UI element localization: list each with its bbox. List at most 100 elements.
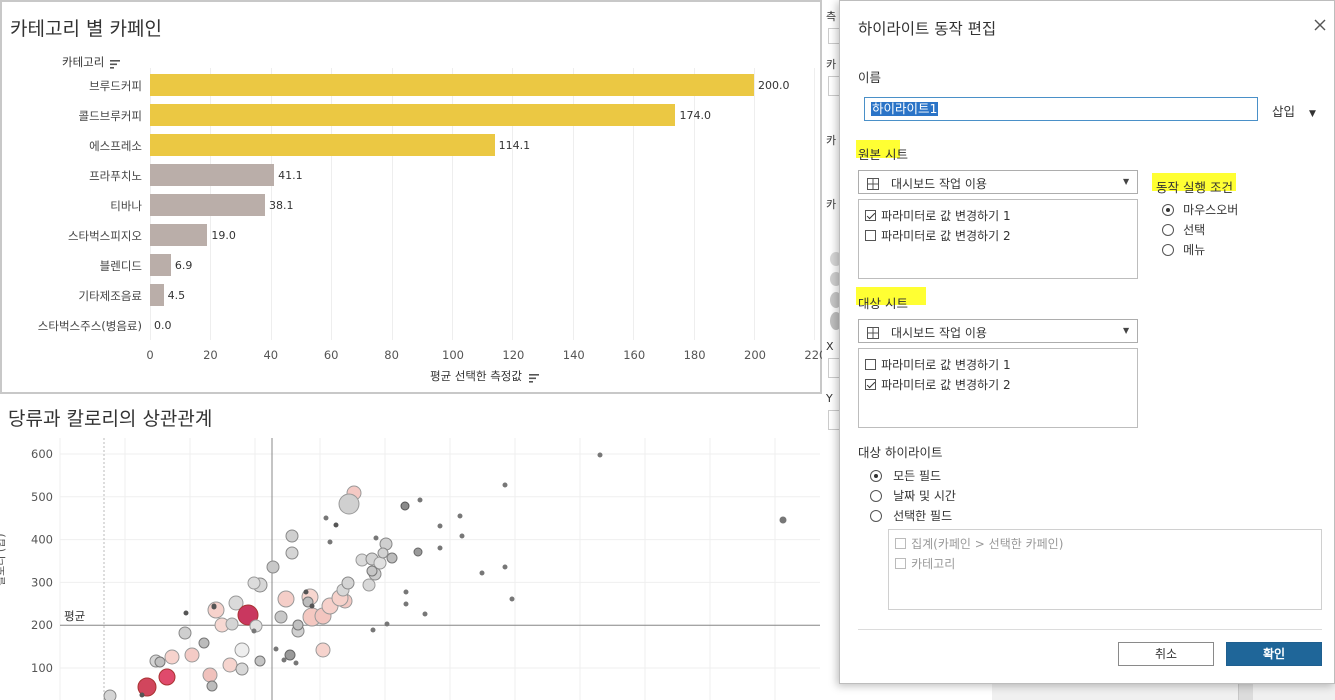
bar[interactable] — [150, 224, 208, 246]
scatter-point — [327, 539, 333, 545]
side-fragment: 카 — [826, 198, 837, 211]
radio-button[interactable] — [1162, 223, 1174, 236]
radio-button[interactable] — [870, 509, 882, 522]
checkbox[interactable] — [865, 230, 876, 241]
scatter-point — [234, 642, 250, 658]
item-label: 파라미터로 값 변경하기 2 — [881, 229, 1011, 243]
source-sheet-dropdown[interactable]: 대시보드 작업 이용 ▼ — [858, 170, 1138, 194]
checkbox[interactable] — [865, 379, 876, 390]
gridline — [572, 68, 574, 340]
y-tick-label: 300 — [31, 575, 53, 589]
scatter-point — [384, 621, 390, 627]
bar-chart-sheet[interactable]: 카테고리 별 카페인 카테고리 0 20 40 60 80 100 120 140 160 180… — [0, 0, 826, 394]
reference-line-label: 평균 — [64, 609, 86, 623]
radio-button[interactable] — [1162, 243, 1174, 256]
category-label[interactable]: 브루드커피 — [89, 79, 142, 93]
scatter-point — [281, 657, 287, 663]
edit-highlight-action-dialog: 하이라이트 동작 편집 이름 하이라이트1 삽입 ▼ 원본 시트 대시보드 작업… — [839, 0, 1335, 684]
option-label: 마우스오버 — [1183, 203, 1239, 217]
category-label[interactable]: 스타벅스피지오 — [67, 229, 142, 243]
x-tick-label: 40 — [263, 348, 279, 362]
sort-icon[interactable] — [528, 372, 539, 383]
x-axis-label: 평균 선택한 측정값 — [430, 369, 522, 383]
gridline — [814, 68, 816, 340]
category-header[interactable]: 카테고리 — [62, 54, 120, 70]
close-icon[interactable] — [1312, 17, 1328, 33]
scatter-point — [323, 515, 329, 521]
scatter-point — [309, 603, 315, 609]
bar[interactable] — [150, 284, 164, 306]
bar[interactable] — [150, 164, 275, 186]
radio-button[interactable] — [1162, 203, 1174, 216]
ok-button[interactable]: 확인 — [1226, 642, 1322, 666]
side-fragment: X — [826, 340, 834, 353]
run-option-menu[interactable]: 메뉴 — [1162, 239, 1205, 258]
bar[interactable] — [150, 134, 495, 156]
bar-value-label: 6.9 — [174, 259, 193, 272]
dropdown-arrow-icon: ▼ — [1123, 177, 1130, 186]
target-sheet-value: 대시보드 작업 이용 — [891, 326, 987, 340]
scatter-point — [202, 667, 218, 683]
action-name-input[interactable]: 하이라이트1 — [864, 97, 1258, 121]
category-label[interactable]: 티바나 — [110, 199, 142, 213]
run-option-select[interactable]: 선택 — [1162, 219, 1205, 238]
y-tick-label: 100 — [31, 661, 53, 675]
bar-value-label: 0.0 — [154, 319, 172, 332]
bar-plot-area: 0 20 40 60 80 100 120 140 160 180 200 220 브루드커피 200.0… — [2, 2, 826, 394]
scatter-point — [366, 565, 378, 577]
scatter-point — [139, 692, 145, 698]
option-label: 날짜 및 시간 — [893, 489, 956, 503]
scatter-plot[interactable]: 600 500 400 300 200 100 — [0, 396, 830, 700]
x-tick-label: 60 — [323, 348, 339, 362]
category-label[interactable]: 스타벅스주스(병음료) — [37, 319, 142, 333]
category-label[interactable]: 블렌디드 — [99, 259, 142, 273]
option-label: 메뉴 — [1183, 243, 1206, 257]
insert-menu[interactable]: 삽입 ▼ — [1272, 101, 1316, 120]
source-sheet-text: 원본 시트 — [858, 147, 908, 162]
y-tick-label: 600 — [31, 447, 53, 461]
category-label[interactable]: 콜드브루커피 — [78, 109, 142, 123]
radio-button[interactable] — [870, 469, 882, 482]
run-option-hover[interactable]: 마우스오버 — [1162, 199, 1238, 218]
cancel-button[interactable]: 취소 — [1118, 642, 1214, 666]
scatter-point — [198, 637, 210, 649]
scatter-point — [184, 647, 200, 663]
source-sheet-item-2[interactable]: 파라미터로 값 변경하기 2 — [865, 225, 1011, 244]
sort-icon[interactable] — [109, 58, 120, 69]
run-action-text: 동작 실행 조건 — [1156, 180, 1233, 195]
category-label[interactable]: 프라푸치노 — [89, 169, 142, 183]
scatter-point — [417, 497, 423, 503]
bar[interactable] — [150, 104, 676, 126]
bar-value-label: 114.1 — [498, 139, 531, 152]
scatter-point — [247, 576, 261, 590]
highlighter-mark — [856, 140, 900, 158]
highlight-option-selected-fields[interactable]: 선택한 필드 — [870, 505, 952, 524]
scatter-sheet[interactable]: 당류과 칼로리의 상관관계 칼로리 (합) 600 500 400 300 200 100… — [0, 396, 830, 700]
category-label[interactable]: 에스프레소 — [89, 139, 142, 153]
target-sheet-item-2[interactable]: 파라미터로 값 변경하기 2 — [865, 374, 1011, 393]
target-sheet-item-1[interactable]: 파라미터로 값 변경하기 1 — [865, 354, 1011, 373]
option-label: 선택한 필드 — [893, 509, 953, 523]
option-label: 모든 필드 — [893, 469, 942, 483]
bar[interactable] — [150, 74, 754, 96]
bar[interactable] — [150, 254, 171, 276]
highlight-option-all-fields[interactable]: 모든 필드 — [870, 465, 941, 484]
highlight-option-date-time[interactable]: 날짜 및 시간 — [870, 485, 956, 504]
category-label[interactable]: 기타제조음료 — [78, 289, 142, 303]
scatter-point — [377, 547, 389, 559]
checkbox[interactable] — [865, 359, 876, 370]
gridline — [270, 68, 272, 340]
bar[interactable] — [150, 194, 266, 216]
target-sheet-dropdown[interactable]: 대시보드 작업 이용 ▼ — [858, 319, 1138, 343]
checkbox[interactable] — [865, 210, 876, 221]
radio-button[interactable] — [870, 489, 882, 502]
scatter-point — [303, 589, 309, 595]
grid-icon — [867, 324, 879, 343]
side-fragment: Y — [826, 392, 833, 405]
gridline — [452, 68, 453, 340]
item-label: 카테고리 — [911, 557, 956, 571]
target-sheet-list: 파라미터로 값 변경하기 1 파라미터로 값 변경하기 2 — [858, 348, 1138, 428]
source-sheet-item-1[interactable]: 파라미터로 값 변경하기 1 — [865, 205, 1011, 224]
scatter-point — [400, 501, 410, 511]
x-tick-label: 0 — [146, 348, 154, 362]
